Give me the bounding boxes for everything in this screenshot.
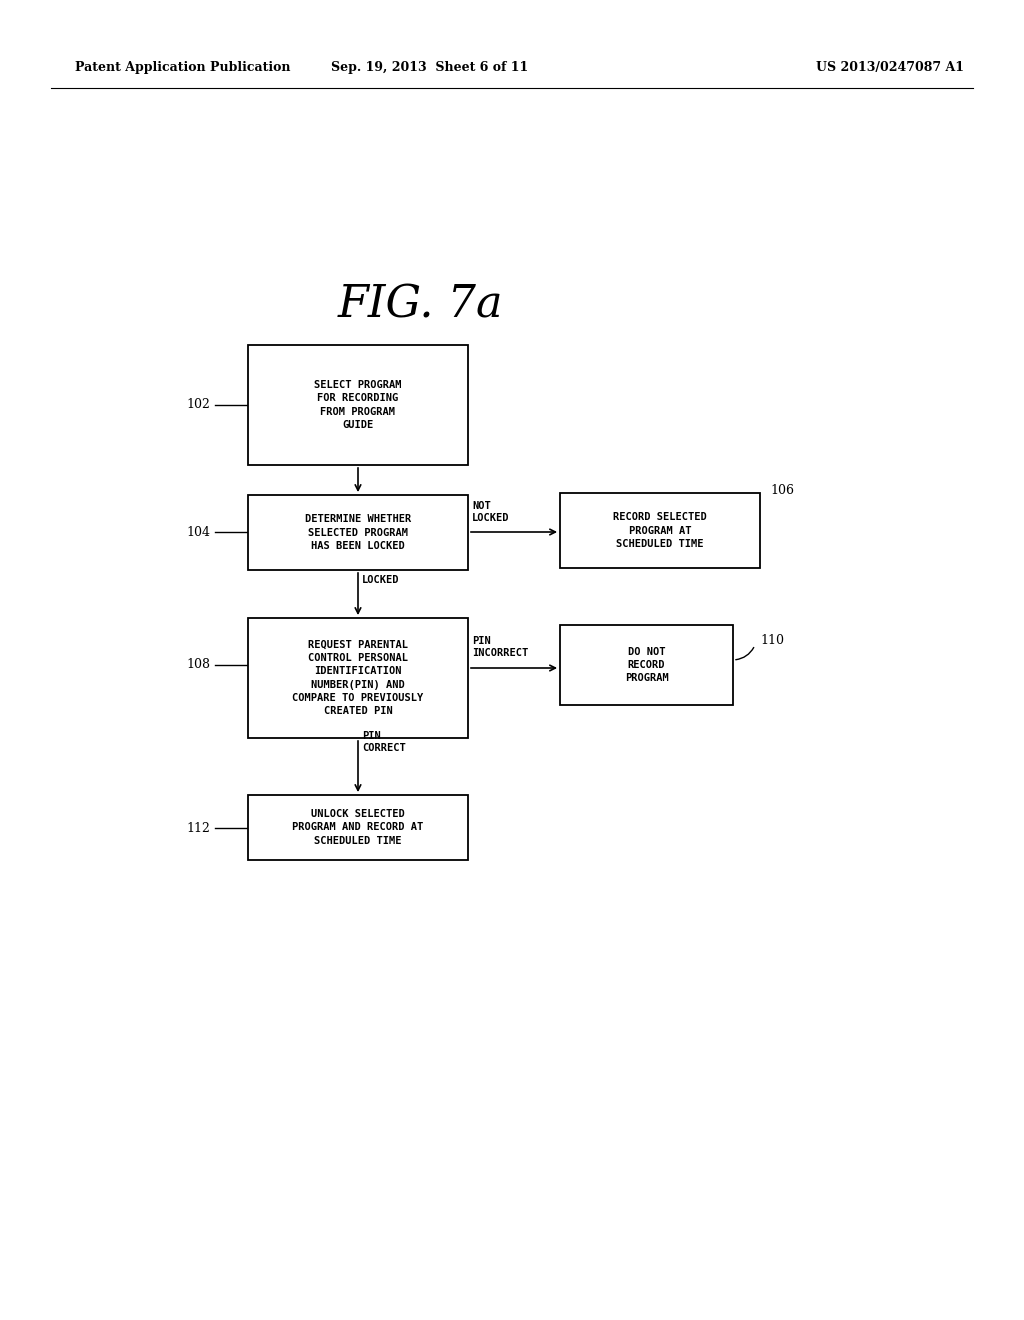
Text: FIG. 7a: FIG. 7a (337, 284, 503, 326)
Bar (248, 495, 468, 570)
Text: Patent Application Publication: Patent Application Publication (75, 62, 291, 74)
Text: NOT
LOCKED: NOT LOCKED (472, 500, 510, 523)
Text: 104: 104 (186, 525, 210, 539)
Text: Sep. 19, 2013  Sheet 6 of 11: Sep. 19, 2013 Sheet 6 of 11 (332, 62, 528, 74)
Bar (248, 795, 468, 861)
Text: DO NOT
RECORD
PROGRAM: DO NOT RECORD PROGRAM (625, 647, 669, 684)
Text: 106: 106 (770, 483, 794, 496)
Text: LOCKED: LOCKED (362, 576, 399, 585)
Text: 102: 102 (186, 399, 210, 412)
Text: 112: 112 (186, 821, 210, 834)
Bar (248, 618, 468, 738)
Text: US 2013/0247087 A1: US 2013/0247087 A1 (816, 62, 964, 74)
Text: DETERMINE WHETHER
SELECTED PROGRAM
HAS BEEN LOCKED: DETERMINE WHETHER SELECTED PROGRAM HAS B… (305, 515, 411, 550)
Bar (560, 624, 733, 705)
Bar (560, 492, 760, 568)
Text: REQUEST PARENTAL
CONTROL PERSONAL
IDENTIFICATION
NUMBER(PIN) AND
COMPARE TO PREV: REQUEST PARENTAL CONTROL PERSONAL IDENTI… (293, 640, 424, 715)
Text: 110: 110 (760, 634, 784, 647)
Text: 108: 108 (186, 659, 210, 672)
Text: RECORD SELECTED
PROGRAM AT
SCHEDULED TIME: RECORD SELECTED PROGRAM AT SCHEDULED TIM… (613, 512, 707, 549)
Text: UNLOCK SELECTED
PROGRAM AND RECORD AT
SCHEDULED TIME: UNLOCK SELECTED PROGRAM AND RECORD AT SC… (293, 809, 424, 846)
Text: SELECT PROGRAM
FOR RECORDING
FROM PROGRAM
GUIDE: SELECT PROGRAM FOR RECORDING FROM PROGRA… (314, 380, 401, 430)
Text: PIN
CORRECT: PIN CORRECT (362, 730, 406, 752)
Bar (248, 345, 468, 465)
Text: PIN
INCORRECT: PIN INCORRECT (472, 636, 528, 657)
